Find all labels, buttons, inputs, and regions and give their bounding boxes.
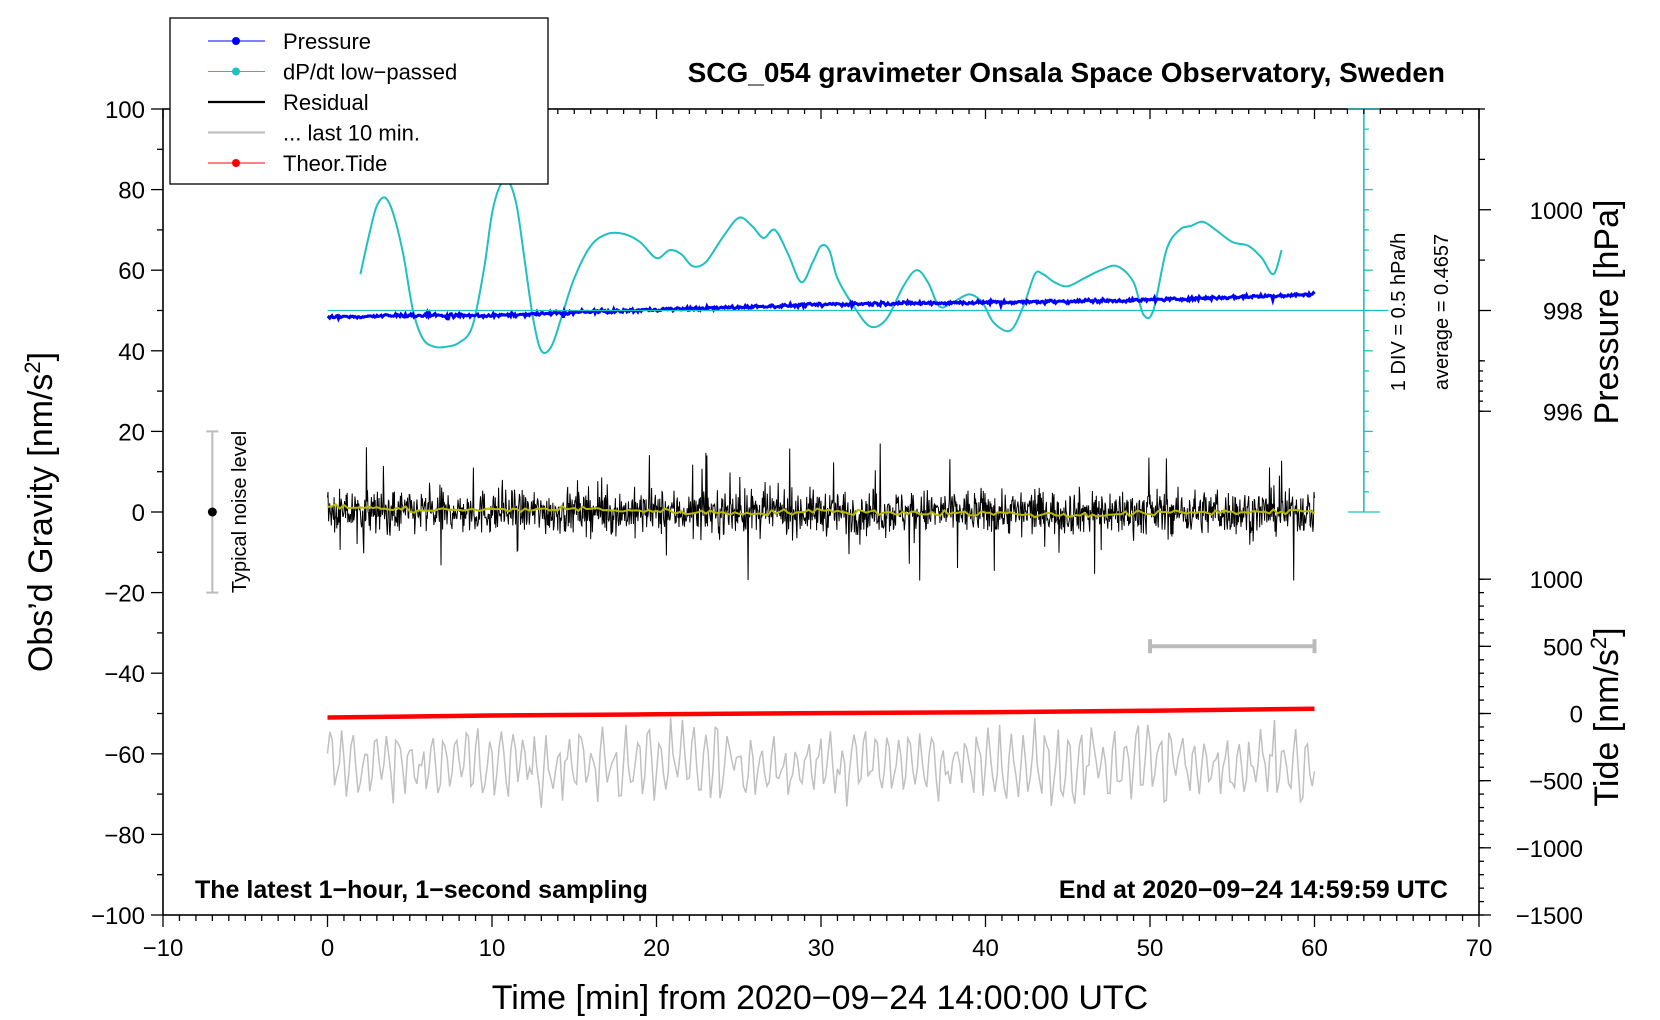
legend-marker <box>232 159 240 167</box>
y-tick-label: −40 <box>104 661 145 688</box>
x-tick-label: 30 <box>808 935 835 962</box>
residual-smoothed-series <box>327 503 1316 519</box>
x-tick-label: 70 <box>1466 935 1493 962</box>
legend-label: Pressure <box>283 29 371 54</box>
tide-axis-title-suffix: ] <box>1588 627 1626 636</box>
div-label: 1 DIV = 0.5 hPa/h <box>1388 233 1410 391</box>
average-label: average = 0.4657 <box>1431 234 1453 390</box>
tide-tick-label: −1500 <box>1516 903 1583 930</box>
y-tick-label: 40 <box>118 339 145 366</box>
auxiliary-marks <box>206 108 1389 654</box>
pressure-tick-label: 1000 <box>1530 198 1583 225</box>
note-right: End at 2020−09−24 14:59:59 UTC <box>1059 876 1448 904</box>
y-tick-label: −80 <box>104 822 145 849</box>
pressure-axis-title: Pressure [hPa] <box>1588 200 1626 425</box>
y-tick-label: −20 <box>104 581 145 608</box>
noise-bar-center-dot <box>207 507 217 517</box>
dpdt-series <box>359 178 1283 354</box>
x-tick-label: 60 <box>1301 935 1328 962</box>
pressure-series <box>326 289 1316 323</box>
legend-label: dP/dt low−passed <box>283 60 457 85</box>
tide-tick-label: 0 <box>1570 702 1583 729</box>
y-axis-left-title-sup: 2 <box>20 361 45 373</box>
pressure-axis: 1000 998 996 <box>1479 108 1583 426</box>
x-tick-label: −10 <box>143 935 184 962</box>
y-tick-label: −60 <box>104 742 145 769</box>
legend-label: ... last 10 min. <box>283 121 420 146</box>
chart-title: SCG_054 gravimeter Onsala Space Observat… <box>688 57 1445 88</box>
x-tick-label: 50 <box>1137 935 1164 962</box>
y-tick-label: −100 <box>91 903 145 930</box>
noise-label: Typical noise level <box>229 431 251 593</box>
pressure-line <box>326 289 1316 323</box>
last-10-min-line <box>326 717 1316 808</box>
x-tick-label: 0 <box>321 935 334 962</box>
legend-label: Residual <box>283 90 369 115</box>
theor-tide-series <box>327 706 1315 720</box>
y-tick-label: 60 <box>118 258 145 285</box>
y-axis-left: 100 80 60 40 20 0 −20 −40 −60 −80 −100 <box>91 97 163 930</box>
y-axis-left-title-suffix: ] <box>22 352 60 361</box>
pressure-tick-label: 998 <box>1543 299 1583 326</box>
y-tick-label: 100 <box>105 97 145 124</box>
tide-tick-label: 1000 <box>1530 567 1583 594</box>
pressure-tick-label: 996 <box>1543 399 1583 426</box>
tide-axis-title: Tide [nm/s2] <box>1586 627 1626 806</box>
tide-tick-label: −500 <box>1529 769 1583 796</box>
x-tick-label: 20 <box>643 935 670 962</box>
legend-label: Theor.Tide <box>283 151 387 176</box>
tide-tick-label: −1000 <box>1516 836 1583 863</box>
tide-tick-label: 500 <box>1543 634 1583 661</box>
y-tick-label: 0 <box>132 500 145 527</box>
x-tick-label: 40 <box>972 935 999 962</box>
legend-marker <box>232 37 240 45</box>
theor-tide-line <box>327 706 1315 720</box>
y-axis-left-title: Obs’d Gravity [nm/s2] <box>20 352 60 672</box>
x-tick-label: 10 <box>479 935 506 962</box>
legend: Pressure dP/dt low−passed Residual ... last… <box>169 17 549 185</box>
x-axis: −10 0 10 20 30 40 50 60 70 <box>143 109 1493 962</box>
y-tick-label: 80 <box>118 178 145 205</box>
y-tick-label: 20 <box>118 419 145 446</box>
residual-smoothed-line <box>327 503 1316 519</box>
legend-marker <box>232 67 240 76</box>
last-10-min-series <box>326 717 1316 808</box>
tide-axis: 1000 500 0 −500 −1000 −1500 <box>1479 567 1583 930</box>
tide-axis-title-sup: 2 <box>1586 637 1611 649</box>
x-axis-title: Time [min] from 2020−09−24 14:00:00 UTC <box>492 979 1148 1017</box>
note-left: The latest 1−hour, 1−second sampling <box>195 876 648 904</box>
dpdt-line <box>359 178 1283 354</box>
